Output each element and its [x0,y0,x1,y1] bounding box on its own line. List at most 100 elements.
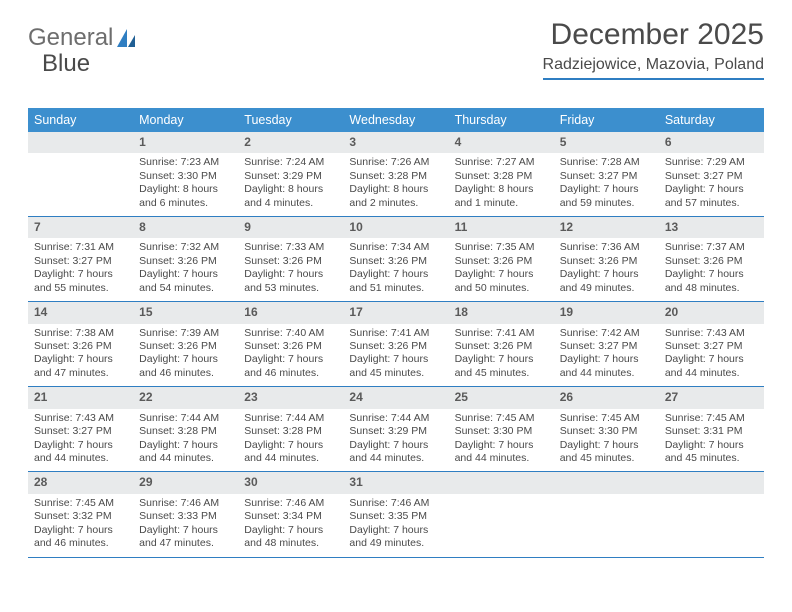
sunrise-line: Sunrise: 7:31 AM [34,241,127,254]
page-header: December 2025 Radziejowice, Mazovia, Pol… [543,18,764,80]
daylight-line: Daylight: 7 hours and 51 minutes. [349,268,442,295]
day-number: 17 [343,302,448,323]
sunset-line: Sunset: 3:26 PM [34,340,127,353]
daylight-line: Daylight: 7 hours and 57 minutes. [665,183,758,210]
day-number: 16 [238,302,343,323]
logo: General [28,24,137,52]
day-number: 27 [659,387,764,408]
logo-sail-icon [115,27,137,49]
sunset-line: Sunset: 3:26 PM [139,255,232,268]
daylight-line: Daylight: 7 hours and 44 minutes. [455,439,548,466]
daylight-line: Daylight: 7 hours and 55 minutes. [34,268,127,295]
calendar-cell: 19Sunrise: 7:42 AMSunset: 3:27 PMDayligh… [554,302,659,386]
daylight-line: Daylight: 7 hours and 44 minutes. [560,353,653,380]
sunrise-line: Sunrise: 7:43 AM [665,327,758,340]
daylight-line: Daylight: 7 hours and 47 minutes. [139,524,232,551]
calendar-cell: 23Sunrise: 7:44 AMSunset: 3:28 PMDayligh… [238,387,343,471]
calendar-cell [554,472,659,556]
calendar: Sunday Monday Tuesday Wednesday Thursday… [28,108,764,558]
day-number: 5 [554,132,659,153]
calendar-cell: 15Sunrise: 7:39 AMSunset: 3:26 PMDayligh… [133,302,238,386]
sunrise-line: Sunrise: 7:26 AM [349,156,442,169]
sunset-line: Sunset: 3:29 PM [349,425,442,438]
calendar-cell: 18Sunrise: 7:41 AMSunset: 3:26 PMDayligh… [449,302,554,386]
day-details: Sunrise: 7:33 AMSunset: 3:26 PMDaylight:… [238,238,343,301]
day-details: Sunrise: 7:41 AMSunset: 3:26 PMDaylight:… [343,324,448,387]
calendar-cell: 26 Sunrise: 7:45 AMSunset: 3:30 PMDayligh… [554,387,659,471]
calendar-cell: 4Sunrise: 7:27 AMSunset: 3:28 PMDaylight… [449,132,554,216]
daylight-line: Daylight: 7 hours and 45 minutes. [665,439,758,466]
calendar-cell: 10Sunrise: 7:34 AMSunset: 3:26 PMDayligh… [343,217,448,301]
sunrise-line: Sunrise: 7:28 AM [560,156,653,169]
sunset-line: Sunset: 3:30 PM [455,425,548,438]
calendar-cell: 2Sunrise: 7:24 AMSunset: 3:29 PMDaylight… [238,132,343,216]
day-number: 15 [133,302,238,323]
logo-line2: Blue [42,50,90,78]
daylight-line: Daylight: 7 hours and 45 minutes. [560,439,653,466]
day-number: 13 [659,217,764,238]
sunset-line: Sunset: 3:30 PM [560,425,653,438]
day-details: Sunrise: 7:45 AMSunset: 3:30 PMDaylight:… [449,409,554,472]
day-number-empty [659,472,764,493]
daylight-line: Daylight: 7 hours and 49 minutes. [560,268,653,295]
day-number: 4 [449,132,554,153]
day-details: Sunrise: 7:26 AMSunset: 3:28 PMDaylight:… [343,153,448,216]
dayname-thu: Thursday [449,108,554,132]
daylight-line: Daylight: 7 hours and 44 minutes. [244,439,337,466]
day-number: 26 [554,387,659,408]
day-number-empty [554,472,659,493]
day-number: 9 [238,217,343,238]
daylight-line: Daylight: 7 hours and 45 minutes. [455,353,548,380]
daylight-line: Daylight: 7 hours and 44 minutes. [349,439,442,466]
day-details: Sunrise: 7:41 AMSunset: 3:26 PMDaylight:… [449,324,554,387]
day-details: Sunrise: 7:29 AMSunset: 3:27 PMDaylight:… [659,153,764,216]
day-number: 25 [449,387,554,408]
sunrise-line: Sunrise: 7:36 AM [560,241,653,254]
daylight-line: Daylight: 7 hours and 49 minutes. [349,524,442,551]
sunset-line: Sunset: 3:30 PM [139,170,232,183]
calendar-cell: 5Sunrise: 7:28 AMSunset: 3:27 PMDaylight… [554,132,659,216]
dayname-tue: Tuesday [238,108,343,132]
day-number: 24 [343,387,448,408]
sunrise-line: Sunrise: 7:37 AM [665,241,758,254]
daylight-line: Daylight: 7 hours and 47 minutes. [34,353,127,380]
day-number: 30 [238,472,343,493]
sunset-line: Sunset: 3:27 PM [560,340,653,353]
day-details: Sunrise: 7:34 AMSunset: 3:26 PMDaylight:… [343,238,448,301]
sunrise-line: Sunrise: 7:45 AM [560,412,653,425]
sunrise-line: Sunrise: 7:44 AM [244,412,337,425]
daylight-line: Daylight: 8 hours and 4 minutes. [244,183,337,210]
sunset-line: Sunset: 3:33 PM [139,510,232,523]
daylight-line: Daylight: 8 hours and 1 minute. [455,183,548,210]
sunrise-line: Sunrise: 7:34 AM [349,241,442,254]
day-details: Sunrise: 7:44 AMSunset: 3:28 PMDaylight:… [133,409,238,472]
sunrise-line: Sunrise: 7:38 AM [34,327,127,340]
sunrise-line: Sunrise: 7:40 AM [244,327,337,340]
sunset-line: Sunset: 3:28 PM [455,170,548,183]
day-details: Sunrise: 7:42 AMSunset: 3:27 PMDaylight:… [554,324,659,387]
calendar-cell: 28Sunrise: 7:45 AMSunset: 3:32 PMDayligh… [28,472,133,556]
day-number: 29 [133,472,238,493]
day-details: Sunrise: 7:31 AMSunset: 3:27 PMDaylight:… [28,238,133,301]
day-details: Sunrise: 7:39 AMSunset: 3:26 PMDaylight:… [133,324,238,387]
sunset-line: Sunset: 3:31 PM [665,425,758,438]
day-number-empty [28,132,133,153]
day-number: 14 [28,302,133,323]
day-details: Sunrise: 7:23 AMSunset: 3:30 PMDaylight:… [133,153,238,216]
sunrise-line: Sunrise: 7:33 AM [244,241,337,254]
day-details: Sunrise: 7:32 AMSunset: 3:26 PMDaylight:… [133,238,238,301]
day-details: Sunrise: 7:46 AMSunset: 3:34 PMDaylight:… [238,494,343,557]
day-details: Sunrise: 7:38 AMSunset: 3:26 PMDaylight:… [28,324,133,387]
calendar-cell: 7Sunrise: 7:31 AMSunset: 3:27 PMDaylight… [28,217,133,301]
sunset-line: Sunset: 3:32 PM [34,510,127,523]
sunrise-line: Sunrise: 7:41 AM [455,327,548,340]
daylight-line: Daylight: 7 hours and 54 minutes. [139,268,232,295]
calendar-cell: 30Sunrise: 7:46 AMSunset: 3:34 PMDayligh… [238,472,343,556]
sunset-line: Sunset: 3:28 PM [244,425,337,438]
calendar-week: 1Sunrise: 7:23 AMSunset: 3:30 PMDaylight… [28,132,764,217]
day-number: 8 [133,217,238,238]
sunset-line: Sunset: 3:26 PM [455,340,548,353]
sunrise-line: Sunrise: 7:39 AM [139,327,232,340]
day-number: 12 [554,217,659,238]
calendar-cell: 21Sunrise: 7:43 AMSunset: 3:27 PMDayligh… [28,387,133,471]
